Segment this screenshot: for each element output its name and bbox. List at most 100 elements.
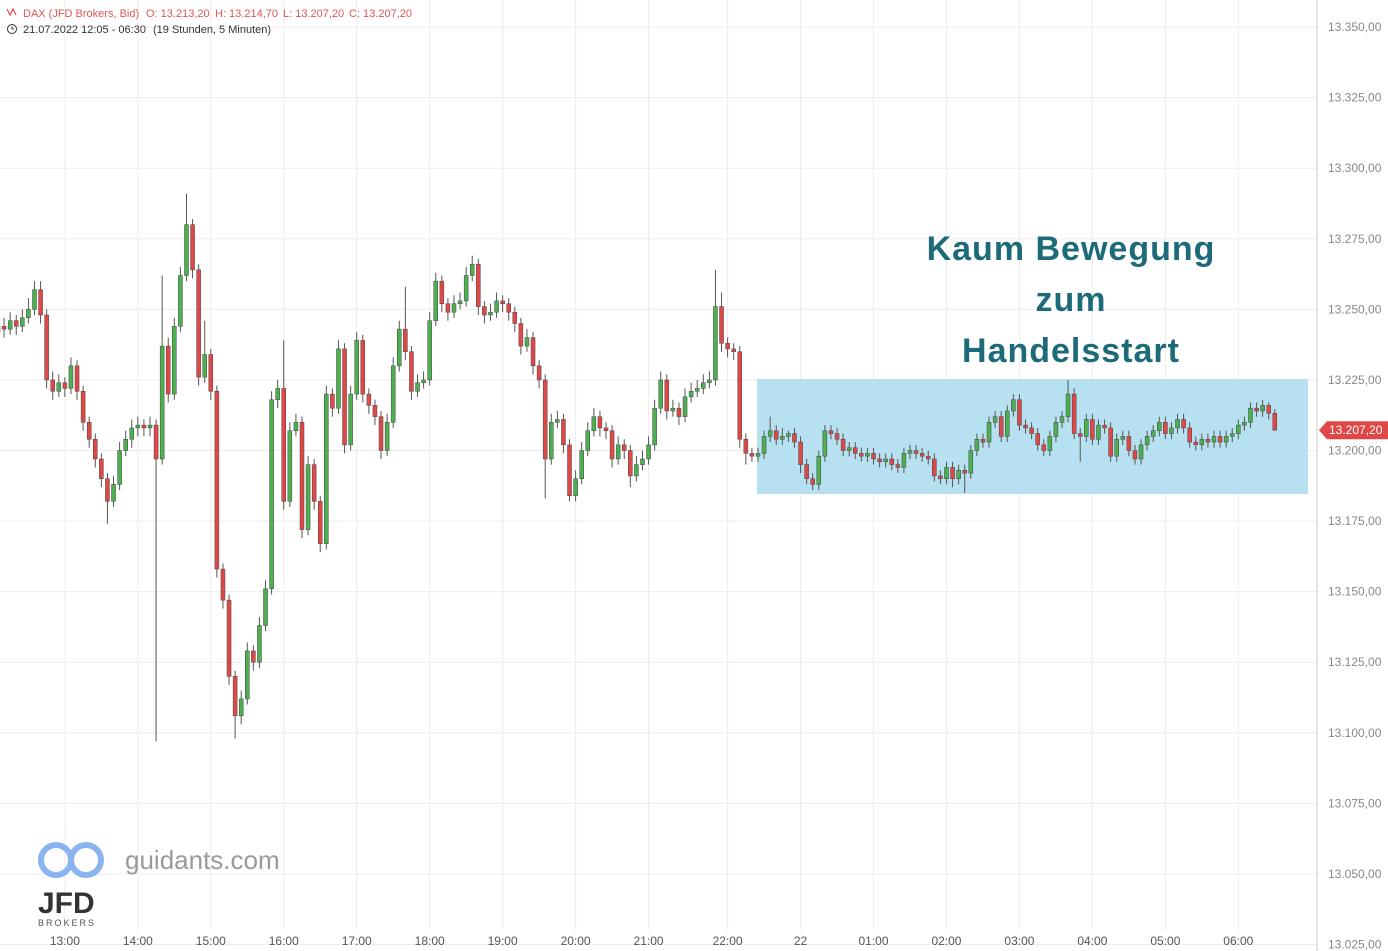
candle-body <box>305 464 311 530</box>
candle-body <box>634 464 639 477</box>
candle-body <box>117 450 122 485</box>
candle-body <box>263 588 268 626</box>
candle-body <box>567 444 572 496</box>
candle-body <box>159 345 165 460</box>
candle-body <box>281 388 287 502</box>
candle-body <box>232 676 238 717</box>
candle-body <box>190 224 195 271</box>
candle-body <box>713 306 718 381</box>
candle-body <box>834 433 840 440</box>
x-tick-label: 13:00 <box>50 934 80 948</box>
candle-body <box>135 424 141 429</box>
candle-body <box>1114 438 1119 457</box>
candle-body <box>792 433 797 443</box>
candle-body <box>1217 436 1223 443</box>
candle-body <box>640 458 645 465</box>
candle-body <box>226 599 232 677</box>
candle-body <box>354 340 359 395</box>
candle-body <box>111 484 116 502</box>
x-tick-label: 01:00 <box>859 934 889 948</box>
candle-body <box>1242 422 1247 426</box>
ohlc-close: C: 13.207,20 <box>349 8 412 20</box>
candle-body <box>767 430 773 437</box>
x-tick-label: 19:00 <box>488 934 518 948</box>
candle-body <box>536 365 542 381</box>
candle-body <box>992 416 998 423</box>
candle-body <box>451 303 457 313</box>
logo <box>68 842 104 878</box>
candle-body <box>1071 393 1077 434</box>
candle-body <box>1096 424 1101 440</box>
candle-body <box>719 306 724 344</box>
y-tick-label: 13.300,00 <box>1328 161 1382 175</box>
candle-body <box>682 396 688 417</box>
candle-body <box>74 365 80 392</box>
instrument: DAX (JFD Brokers, Bid) <box>23 8 139 20</box>
candle-body <box>652 407 657 446</box>
y-tick-label: 13.325,00 <box>1328 91 1382 105</box>
candle-body <box>330 393 335 409</box>
candle-body <box>287 430 293 502</box>
candle-body <box>512 311 518 324</box>
candle-body <box>1065 393 1071 417</box>
candle-body <box>366 393 372 406</box>
candle-body <box>846 447 852 451</box>
candle-body <box>1084 419 1089 437</box>
candle-body <box>360 340 366 395</box>
candle-body <box>1260 405 1265 412</box>
candle-body <box>1150 430 1156 437</box>
candle-body <box>968 450 974 474</box>
candle-body <box>1181 419 1186 429</box>
candle-body <box>1254 407 1259 412</box>
candle-body <box>7 320 13 330</box>
candle-body <box>804 464 809 479</box>
candle-body <box>889 458 895 465</box>
candle-body <box>500 300 505 304</box>
candle-body <box>172 326 177 395</box>
ohlc-low: L: 13.207,20 <box>283 8 344 20</box>
candle-body <box>737 351 743 440</box>
candle-body <box>628 450 633 477</box>
candle-body <box>348 393 353 446</box>
candle-body <box>390 365 396 423</box>
candle-body <box>178 275 183 327</box>
candle-body <box>184 224 189 276</box>
y-tick-label: 13.025,00 <box>1328 938 1382 951</box>
candle-body <box>427 320 432 381</box>
candle-body <box>26 309 31 319</box>
last-price-marker <box>1319 421 1388 440</box>
y-tick-label: 13.125,00 <box>1328 655 1382 669</box>
x-tick-label: 14:00 <box>123 934 153 948</box>
candle-body <box>32 289 37 310</box>
x-tick-label: 02:00 <box>931 934 961 948</box>
x-tick-label: 06:00 <box>1223 934 1253 948</box>
candle-body <box>591 416 597 432</box>
candle-body <box>251 650 256 663</box>
candle-body <box>749 453 755 457</box>
candle-body <box>530 337 536 367</box>
candle-body <box>822 430 828 457</box>
candle-body <box>1144 436 1150 446</box>
candle-body <box>202 354 207 378</box>
candle-body <box>1 326 7 330</box>
candle-body <box>755 453 761 457</box>
candle-body <box>621 444 627 451</box>
candle-body <box>518 323 524 347</box>
candle-body <box>1120 436 1126 440</box>
y-tick-label: 13.050,00 <box>1328 867 1382 881</box>
last-price-label: 13.207,20 <box>1329 423 1383 437</box>
candle-body <box>1108 427 1113 457</box>
y-tick-label: 13.100,00 <box>1328 726 1382 740</box>
candle-body <box>998 416 1004 437</box>
candle-body <box>324 393 329 544</box>
candle-body <box>397 328 402 367</box>
candle-body <box>384 422 390 451</box>
candle-body <box>293 422 299 432</box>
candle-body <box>439 280 445 304</box>
candle-body <box>1132 450 1138 460</box>
brand: JFD <box>38 887 95 920</box>
period: 21.07.2022 12:05 - 06:30 <box>23 24 146 36</box>
candle-body <box>1272 413 1278 431</box>
candle-body <box>944 467 949 479</box>
